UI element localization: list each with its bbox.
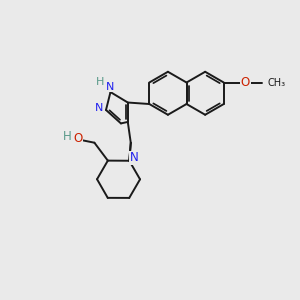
Text: N: N <box>106 82 115 92</box>
Text: O: O <box>74 132 82 145</box>
Text: CH₃: CH₃ <box>267 77 285 88</box>
Text: H: H <box>96 76 104 87</box>
Text: N: N <box>95 103 103 113</box>
Text: N: N <box>129 151 138 164</box>
Text: O: O <box>241 76 250 89</box>
Text: H: H <box>63 130 71 143</box>
